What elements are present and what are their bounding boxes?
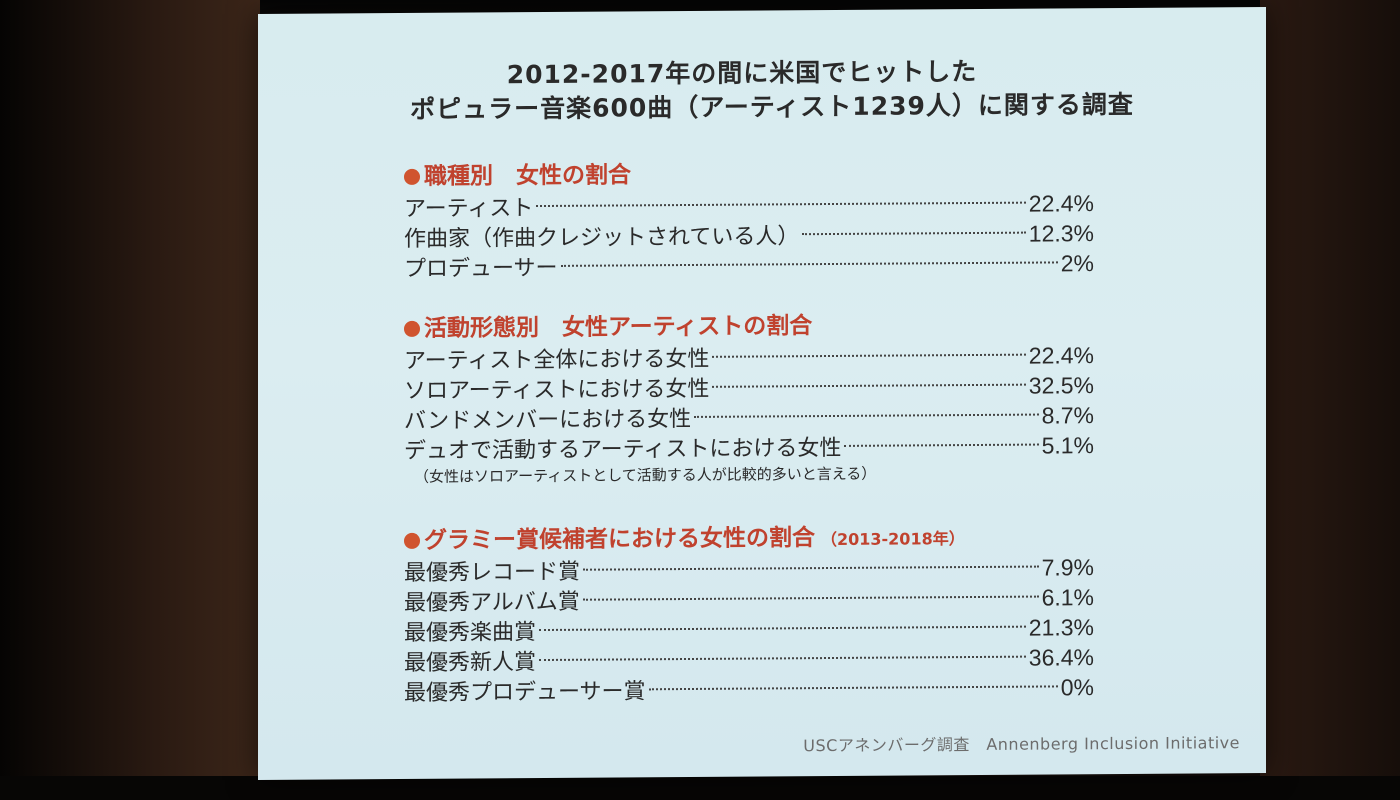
list-item: プロデューサー 2%: [404, 248, 1094, 283]
list-item: 作曲家（作曲クレジットされている人） 12.3%: [404, 218, 1094, 253]
row-value: 21.3%: [1028, 614, 1094, 641]
list-item: 最優秀プロデューサー賞 0%: [404, 672, 1094, 707]
right-wall: [1260, 0, 1400, 800]
dotted-leader: [582, 595, 1039, 601]
row-value: 2%: [1060, 250, 1094, 277]
dotted-leader: [802, 231, 1026, 236]
dotted-leader: [539, 625, 1026, 632]
row-label: 最優秀プロデューサー賞: [404, 679, 646, 706]
row-label: バンドメンバーにおける女性: [404, 406, 692, 434]
slide: 2012-2017年の間に米国でヒットした ポピュラー音楽600曲（アーティスト…: [258, 7, 1266, 780]
dotted-leader: [560, 261, 1058, 267]
row-label: 作曲家（作曲クレジットされている人）: [404, 224, 800, 252]
dotted-leader: [536, 201, 1026, 208]
row-value: 6.1%: [1041, 584, 1094, 611]
row-value: 22.4%: [1028, 190, 1094, 217]
dotted-leader: [539, 655, 1026, 662]
dotted-leader: [712, 353, 1026, 358]
list-item: ソロアーティストにおける女性 32.5%: [404, 370, 1094, 405]
section-heading-text: 活動形態別 女性アーティストの割合: [424, 313, 813, 342]
dotted-leader: [648, 685, 1058, 691]
section-activity-form: 活動形態別 女性アーティストの割合 アーティスト全体における女性 22.4% ソ…: [404, 308, 1094, 489]
bullet-icon: [404, 168, 420, 185]
slide-footer-source: USCアネンバーグ調査 Annenberg Inclusion Initiati…: [803, 733, 1240, 756]
section-heading: グラミー賞候補者における女性の割合 （2013-2018年）: [404, 520, 1094, 557]
section-note: （女性はソロアーティストとして活動する人が比較的多いと言える）: [414, 464, 877, 486]
list-item: アーティスト全体における女性 22.4%: [404, 340, 1094, 375]
row-value: 7.9%: [1041, 554, 1094, 581]
row-value: 8.7%: [1041, 402, 1094, 429]
dotted-leader: [694, 413, 1039, 418]
list-item: 最優秀楽曲賞 21.3%: [404, 612, 1094, 647]
row-value: 36.4%: [1028, 644, 1094, 671]
left-wall: [0, 0, 260, 800]
row-label: 最優秀新人賞: [404, 650, 537, 676]
list-item: 最優秀新人賞 36.4%: [404, 642, 1094, 677]
dotted-leader: [583, 565, 1039, 571]
section-heading-period: （2013-2018年）: [821, 529, 965, 550]
row-label: 最優秀アルバム賞: [404, 589, 580, 616]
bullet-icon: [404, 320, 420, 337]
list-item: デュオで活動するアーティストにおける女性 5.1%: [404, 430, 1094, 465]
list-item: アーティスト 22.4%: [404, 188, 1094, 223]
row-value: 5.1%: [1041, 432, 1094, 459]
dotted-leader: [712, 383, 1026, 388]
section-heading: 活動形態別 女性アーティストの割合: [404, 308, 1094, 345]
row-value: 22.4%: [1028, 342, 1094, 369]
projection-screen: 2012-2017年の間に米国でヒットした ポピュラー音楽600曲（アーティスト…: [258, 6, 1266, 781]
dotted-leader: [844, 443, 1039, 447]
section-heading: 職種別 女性の割合: [404, 156, 1094, 193]
row-value: 12.3%: [1028, 220, 1094, 247]
row-label: アーティスト: [404, 196, 534, 222]
list-item: 最優秀レコード賞 7.9%: [404, 552, 1094, 587]
slide-title-line-2: ポピュラー音楽600曲（アーティスト1239人）に関する調査: [410, 89, 1134, 124]
list-item: 最優秀アルバム賞 6.1%: [404, 582, 1094, 617]
section-heading-text: 職種別 女性の割合: [424, 162, 631, 190]
row-label: 最優秀レコード賞: [404, 559, 581, 586]
section-heading-text: グラミー賞候補者における女性の割合: [424, 525, 815, 554]
section-grammy-nominees: グラミー賞候補者における女性の割合 （2013-2018年） 最優秀レコード賞 7…: [404, 520, 1094, 707]
row-value: 32.5%: [1028, 372, 1094, 399]
row-label: ソロアーティストにおける女性: [404, 376, 710, 404]
list-item: バンドメンバーにおける女性 8.7%: [404, 400, 1094, 435]
row-label: プロデューサー: [404, 255, 558, 282]
bullet-icon: [404, 532, 420, 549]
row-label: 最優秀楽曲賞: [404, 620, 537, 646]
floor-shadow: [0, 776, 1400, 800]
row-value: 0%: [1060, 674, 1094, 701]
section-occupation: 職種別 女性の割合 アーティスト 22.4% 作曲家（作曲クレジットされている人…: [404, 156, 1094, 283]
row-label: アーティスト全体における女性: [404, 346, 710, 374]
